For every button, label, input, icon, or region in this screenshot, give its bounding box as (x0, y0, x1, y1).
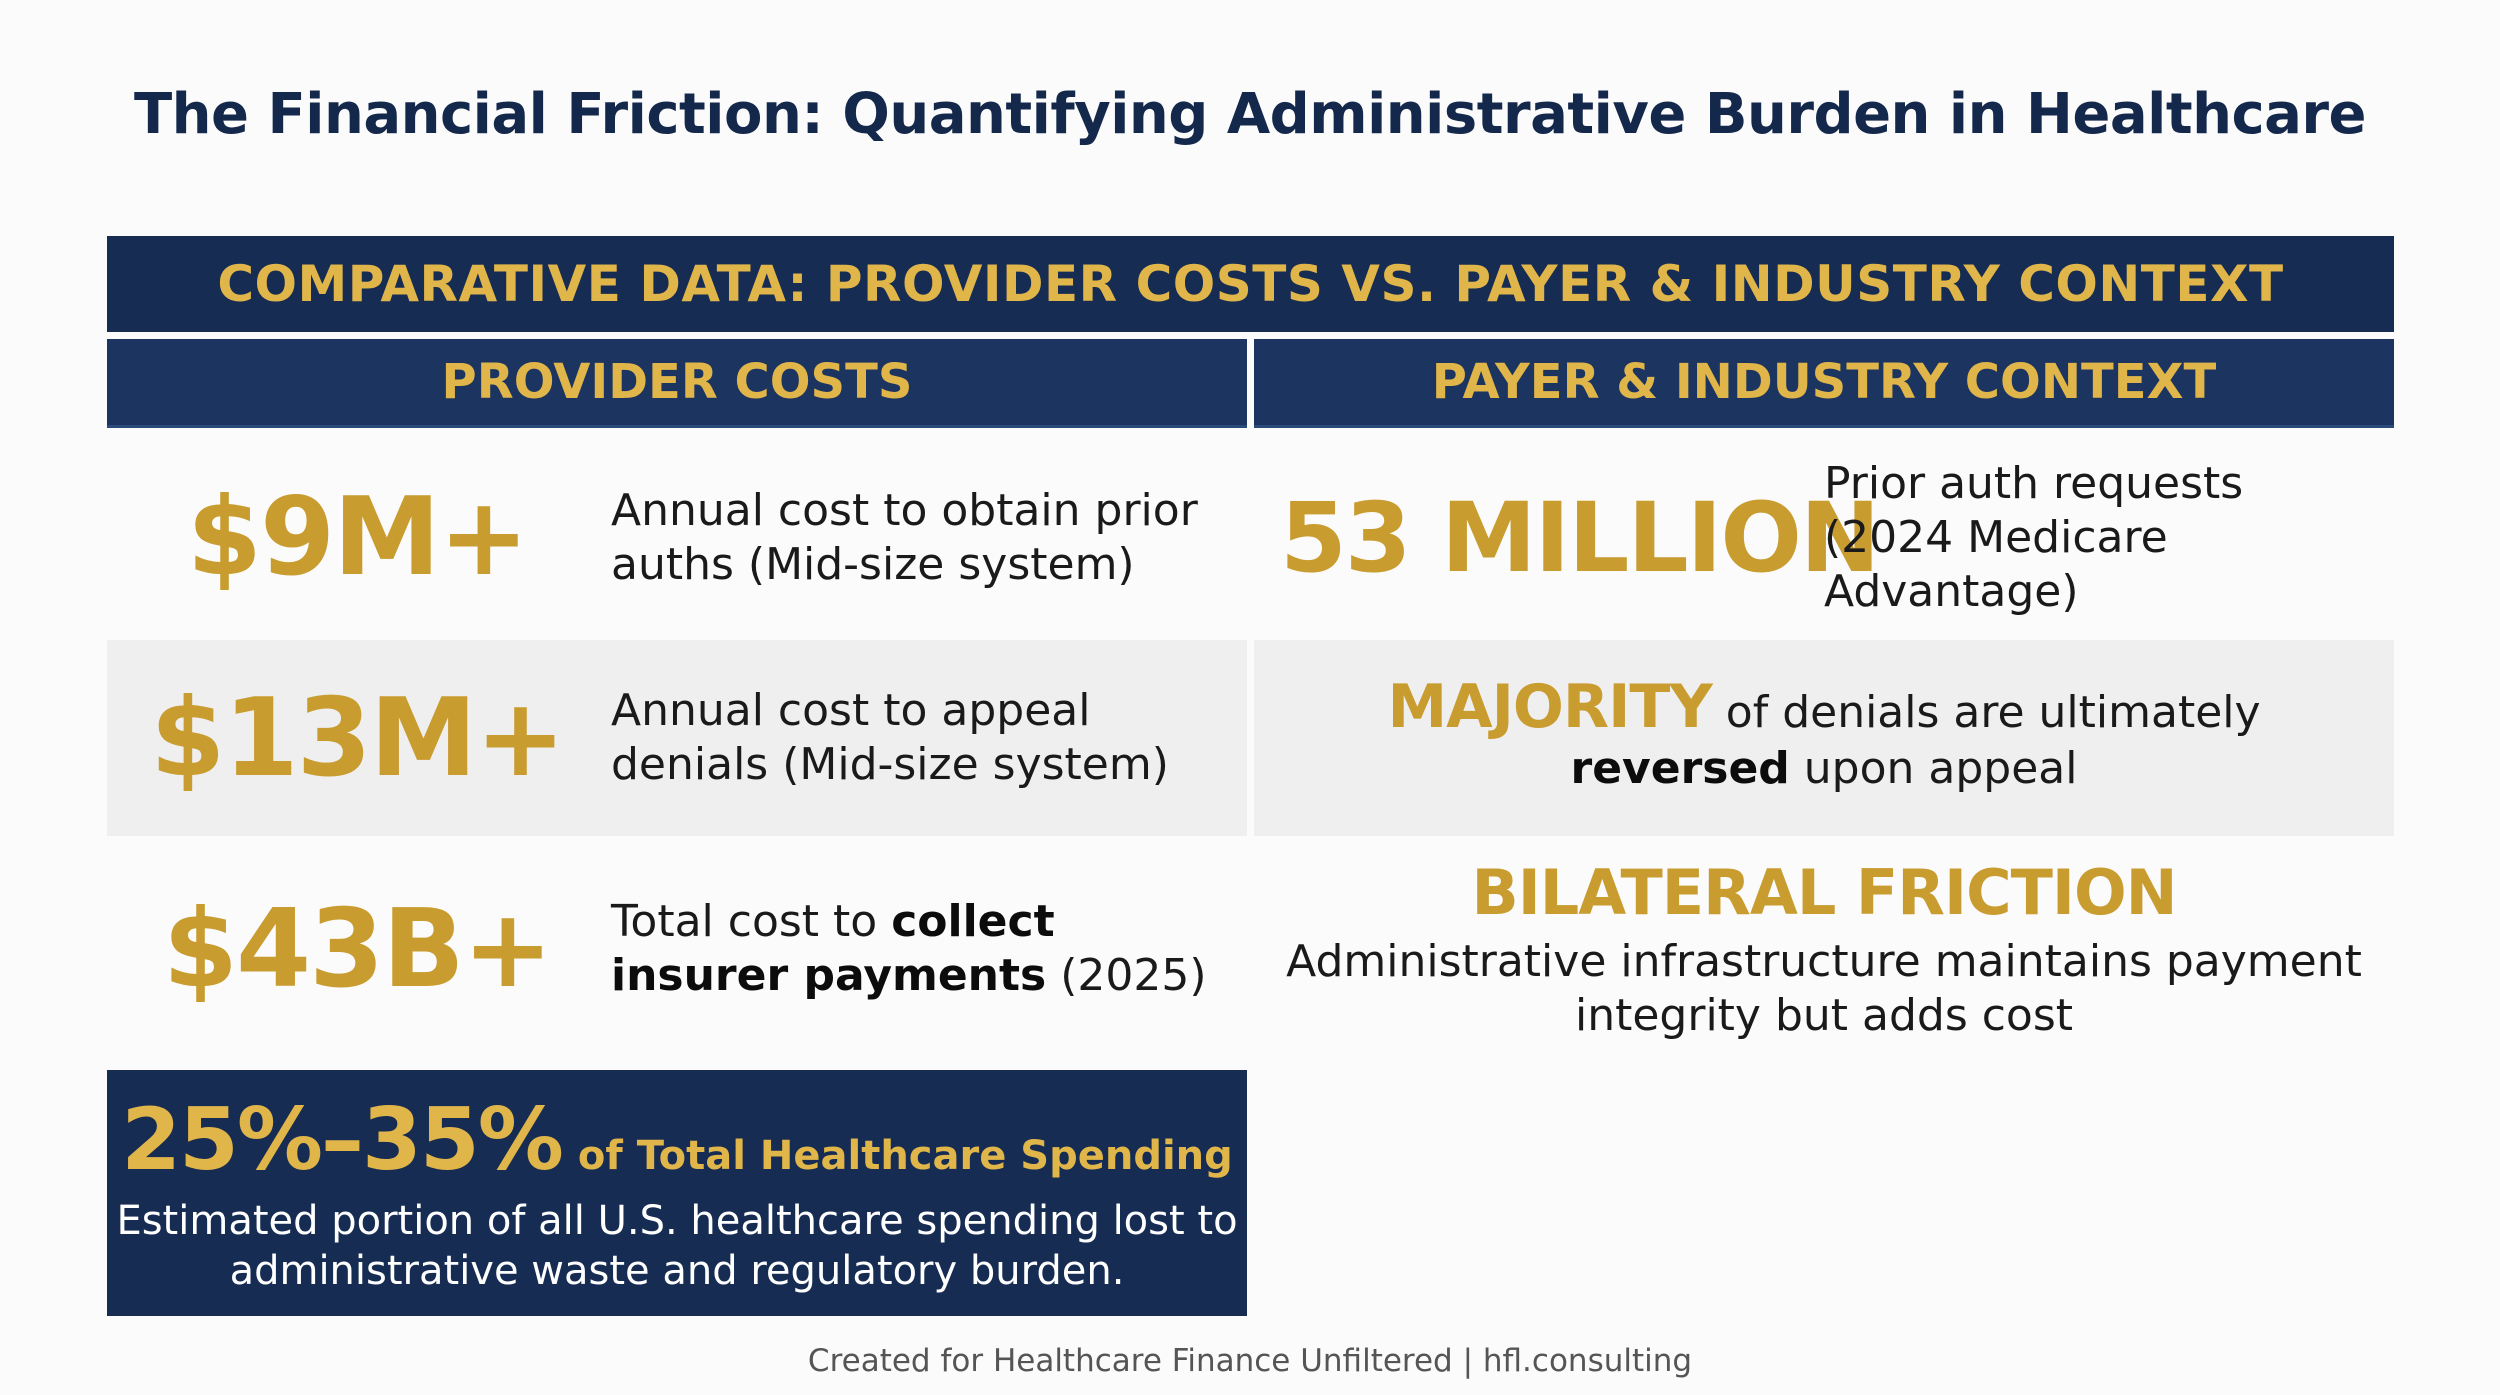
comparative-banner: COMPARATIVE DATA: PROVIDER COSTS VS. PAY… (107, 236, 2394, 332)
banner-text: COMPARATIVE DATA: PROVIDER COSTS VS. PAY… (217, 255, 2284, 313)
column-header-payer-label: PAYER & INDUSTRY CONTEXT (1431, 354, 2217, 410)
payer-desc: Prior auth requests (2024 Medicare Advan… (1824, 457, 2244, 617)
majority-line-2-rest: upon appeal (1789, 743, 2078, 794)
majority-line-2: reversed upon appeal (1571, 741, 2078, 797)
provider-row-collection: $43B+ Total cost to collect insurer paym… (107, 844, 1247, 1054)
provider-row-appeals: $13M+ Annual cost to appeal denials (Mid… (107, 640, 1247, 836)
spending-callout: 25%–35% of Total Healthcare Spending Est… (107, 1070, 1247, 1316)
provider-row-prior-auth: $9M+ Annual cost to obtain prior auths (… (107, 440, 1247, 635)
payer-row-requests: 53 MILLION Prior auth requests (2024 Med… (1254, 440, 2394, 635)
bilateral-heading: BILATERAL FRICTION (1471, 855, 2177, 929)
provider-desc-post: (2025) (1046, 950, 1207, 1001)
provider-value: $43B+ (162, 886, 553, 1012)
payer-value: 53 MILLION (1280, 481, 1880, 594)
provider-desc: Annual cost to appeal denials (Mid-size … (611, 685, 1169, 790)
payer-row-bilateral: BILATERAL FRICTION Administrative infras… (1254, 844, 2394, 1054)
callout-body: Estimated portion of all U.S. healthcare… (116, 1198, 1238, 1294)
callout-percentage: 25%–35% (121, 1090, 564, 1190)
column-header-provider: PROVIDER COSTS (107, 339, 1247, 428)
provider-desc: Total cost to collect insurer payments (… (607, 895, 1227, 1003)
majority-highlight: MAJORITY (1387, 672, 1712, 742)
provider-desc-pre: Total cost to (611, 896, 892, 947)
footer-credit: Created for Healthcare Finance Unfiltere… (807, 1343, 1693, 1379)
majority-line-1: MAJORITY of denials are ultimately (1387, 677, 2261, 741)
provider-value: $9M+ (186, 475, 529, 600)
provider-desc: Annual cost to obtain prior auths (Mid-s… (611, 484, 1198, 590)
callout-percentage-label: of Total Healthcare Spending (577, 1133, 1233, 1179)
provider-desc-bold: collect insurer payments (611, 896, 1055, 1001)
provider-value: $13M+ (150, 675, 565, 801)
majority-line-1-rest: of denials are ultimately (1711, 687, 2261, 738)
bilateral-subtext: Administrative infrastructure maintains … (1286, 935, 2362, 1041)
column-header-payer: PAYER & INDUSTRY CONTEXT (1254, 339, 2394, 428)
column-header-provider-label: PROVIDER COSTS (441, 354, 913, 410)
reversed-bold: reversed (1570, 743, 1790, 794)
page-title: The Financial Friction: Quantifying Admi… (133, 82, 2367, 147)
payer-row-majority: MAJORITY of denials are ultimately rever… (1254, 640, 2394, 836)
